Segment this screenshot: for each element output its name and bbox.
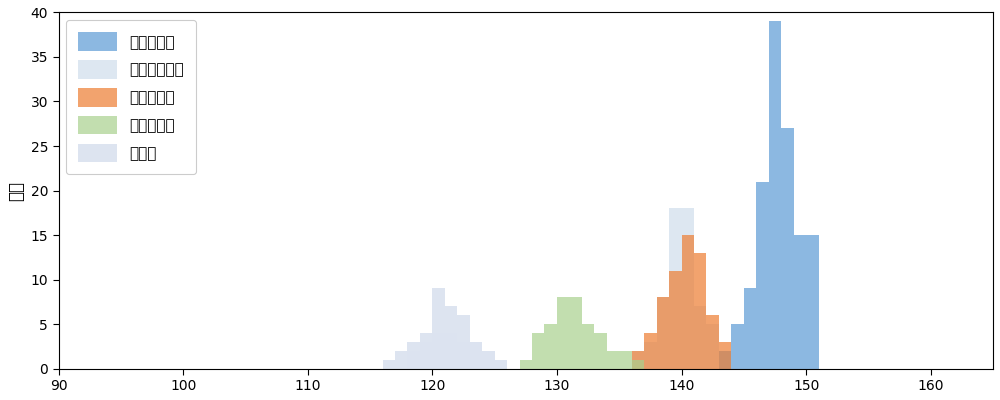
Bar — [482, 351, 495, 369]
Bar — [794, 235, 806, 369]
Bar — [706, 324, 719, 369]
Bar — [482, 351, 495, 369]
Bar — [806, 235, 819, 369]
Bar — [557, 298, 569, 369]
Bar — [532, 333, 544, 369]
Bar — [594, 333, 607, 369]
Bar — [706, 315, 719, 369]
Legend: ストレート, カットボール, スプリット, スライダー, カーブ: ストレート, カットボール, スプリット, スライダー, カーブ — [66, 20, 196, 174]
Bar — [582, 324, 594, 369]
Bar — [756, 182, 769, 369]
Bar — [632, 351, 644, 369]
Bar — [657, 298, 669, 369]
Bar — [744, 288, 756, 369]
Bar — [632, 351, 644, 369]
Bar — [781, 128, 794, 369]
Bar — [495, 360, 507, 369]
Bar — [569, 298, 582, 369]
Bar — [682, 235, 694, 369]
Bar — [420, 342, 432, 369]
Bar — [432, 333, 445, 369]
Bar — [445, 306, 457, 369]
Bar — [383, 360, 395, 369]
Bar — [644, 333, 657, 369]
Bar — [719, 342, 731, 369]
Bar — [470, 342, 482, 369]
Bar — [470, 342, 482, 369]
Bar — [657, 298, 669, 369]
Bar — [445, 333, 457, 369]
Bar — [669, 208, 682, 369]
Bar — [495, 360, 507, 369]
Bar — [407, 342, 420, 369]
Bar — [457, 342, 470, 369]
Bar — [607, 351, 619, 369]
Bar — [669, 271, 682, 369]
Bar — [457, 315, 470, 369]
Bar — [719, 351, 731, 369]
Bar — [731, 324, 744, 369]
Bar — [769, 21, 781, 369]
Bar — [619, 351, 632, 369]
Bar — [644, 342, 657, 369]
Bar — [694, 253, 706, 369]
Bar — [520, 360, 532, 369]
Bar — [682, 208, 694, 369]
Bar — [544, 324, 557, 369]
Bar — [694, 306, 706, 369]
Bar — [395, 351, 407, 369]
Bar — [420, 333, 432, 369]
Bar — [432, 288, 445, 369]
Y-axis label: 球数: 球数 — [7, 180, 25, 200]
Bar — [632, 360, 644, 369]
Bar — [407, 351, 420, 369]
